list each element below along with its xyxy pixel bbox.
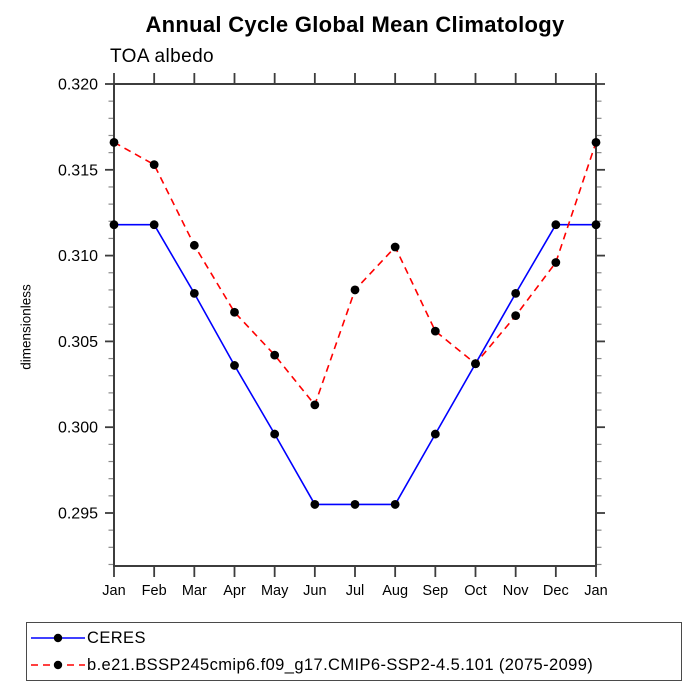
chart-subtitle: TOA albedo <box>110 46 215 67</box>
x-tick-label: Nov <box>503 583 530 599</box>
data-point <box>430 326 440 336</box>
legend-label-model: b.e21.BSSP245cmip6.f09_g17.CMIP6-SSP2-4.… <box>87 655 594 674</box>
data-point <box>149 220 159 230</box>
data-point <box>551 258 561 267</box>
data-point <box>230 361 239 370</box>
data-point <box>350 500 360 509</box>
x-tick-label: Feb <box>142 583 167 599</box>
ceres-marker-icon <box>53 633 63 643</box>
data-point <box>189 240 199 250</box>
data-point <box>591 137 601 147</box>
y-tick-label: 0.320 <box>58 77 98 94</box>
x-tick-label: Jan <box>102 583 125 599</box>
legend-label-ceres: CERES <box>87 628 146 647</box>
y-tick-label: 0.300 <box>58 420 98 437</box>
series-line-0 <box>114 223 596 506</box>
data-point <box>270 429 280 439</box>
x-tick-label: Aug <box>382 583 408 599</box>
legend-box: CERES b.e21.BSSP245cmip6.f09_g17.CMIP6-S… <box>26 622 682 681</box>
data-point <box>189 288 199 298</box>
data-point <box>109 137 119 147</box>
legend-item-ceres: CERES <box>27 625 681 652</box>
data-point <box>471 359 480 369</box>
data-point <box>109 220 119 230</box>
data-point <box>230 307 239 317</box>
x-tick-label: May <box>261 583 289 599</box>
x-tick-label: Dec <box>543 583 569 599</box>
x-tick-label: Mar <box>182 583 207 599</box>
data-point <box>591 220 601 230</box>
x-tick-label: Sep <box>422 583 448 599</box>
model-marker-icon <box>53 660 63 670</box>
ceres-line-sample-icon <box>31 633 85 643</box>
y-tick-label: 0.295 <box>58 506 98 523</box>
data-point <box>511 311 521 321</box>
x-tick-label: Oct <box>464 583 487 599</box>
data-point <box>390 500 400 509</box>
data-point <box>149 160 159 170</box>
y-tick-label: 0.310 <box>58 248 98 265</box>
plot-canvas: 0.295 0.300 0.305 0.310 0.315 0.320 Jan Feb Mar A… <box>58 73 608 599</box>
plot-frame <box>113 83 597 567</box>
data-point <box>310 400 320 410</box>
model-line-sample-icon <box>31 660 85 670</box>
data-point <box>390 242 400 252</box>
x-tick-label: Jul <box>346 583 365 599</box>
data-point <box>430 429 440 439</box>
chart-title: Annual Cycle Global Mean Climatology <box>145 12 565 37</box>
data-point <box>511 288 521 298</box>
y-tick-label: 0.315 <box>58 162 98 179</box>
legend-item-model: b.e21.BSSP245cmip6.f09_g17.CMIP6-SSP2-4.… <box>27 652 681 679</box>
data-point <box>310 500 320 509</box>
data-point <box>551 220 561 230</box>
series-line-1 <box>113 141 597 407</box>
data-point <box>270 350 280 360</box>
y-tick-label: 0.305 <box>58 334 98 351</box>
data-point <box>350 285 360 295</box>
x-tick-label: Apr <box>223 583 246 599</box>
x-tick-label: Jun <box>303 583 326 599</box>
x-tick-label: Jan <box>584 583 607 599</box>
